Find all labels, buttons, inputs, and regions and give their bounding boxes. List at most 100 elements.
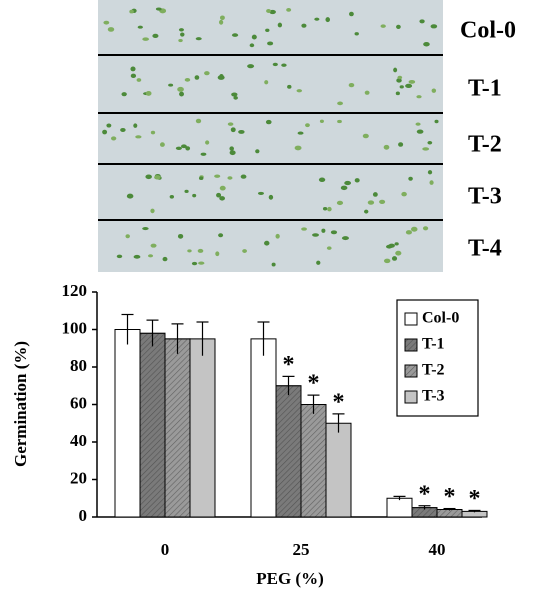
- seedling: [405, 83, 413, 89]
- photo-label: Col-0: [460, 18, 516, 44]
- seedling: [277, 22, 283, 28]
- seedling: [312, 233, 319, 237]
- seedling: [419, 19, 425, 24]
- seedling: [264, 80, 269, 85]
- seedling: [330, 230, 338, 235]
- seedling: [408, 176, 413, 181]
- seedling: [145, 90, 152, 96]
- seedling: [396, 78, 402, 83]
- bar: [325, 422, 352, 518]
- seedling: [195, 37, 202, 41]
- seedling: [354, 178, 360, 183]
- seedling: [257, 191, 264, 196]
- seedling: [240, 174, 247, 179]
- seedling: [395, 91, 400, 96]
- y-tick-label: 60: [70, 393, 87, 412]
- seedling: [322, 207, 328, 211]
- seedling: [267, 41, 274, 46]
- seedling: [150, 130, 156, 135]
- legend-label: Col-0: [422, 310, 459, 327]
- seedling: [337, 101, 343, 106]
- seedling: [340, 185, 348, 191]
- seedling: [195, 118, 202, 124]
- seedling: [349, 11, 354, 17]
- seedling: [231, 33, 239, 37]
- seedling: [238, 129, 245, 134]
- seedling: [227, 176, 233, 180]
- seedling: [422, 147, 430, 151]
- seedling: [200, 152, 207, 156]
- seedling: [116, 254, 123, 259]
- seedling: [326, 246, 332, 250]
- seedling: [110, 136, 117, 141]
- seedling: [364, 90, 370, 95]
- seedling: [265, 28, 270, 33]
- seedling: [286, 8, 292, 12]
- seedling: [227, 122, 234, 126]
- seedling: [179, 91, 184, 97]
- seedling: [130, 66, 136, 72]
- bar: [386, 497, 413, 518]
- seedling: [168, 83, 174, 87]
- seedling: [287, 84, 292, 89]
- seedling: [265, 119, 272, 125]
- x-tick-label: 25: [293, 540, 310, 559]
- seedling: [337, 119, 342, 124]
- seedling: [395, 250, 402, 256]
- seedling: [401, 191, 407, 197]
- seedling: [397, 75, 403, 80]
- y-axis-label: Germination (%): [11, 341, 30, 467]
- seedling: [318, 177, 326, 182]
- seedling: [266, 8, 271, 13]
- seedling: [388, 243, 395, 248]
- seedling: [191, 261, 198, 266]
- seedling: [216, 192, 222, 198]
- seedling: [150, 208, 155, 214]
- y-tick-label: 0: [79, 506, 88, 525]
- seedling: [427, 170, 433, 175]
- seedling: [135, 135, 142, 139]
- significance-marker: *: [469, 486, 481, 512]
- legend-hatch: [404, 338, 418, 352]
- seedling: [344, 180, 352, 186]
- seedling: [327, 206, 332, 212]
- legend-swatch: [404, 390, 418, 404]
- seedling: [231, 92, 238, 97]
- x-tick-label: 40: [429, 540, 446, 559]
- photo-label: T-4: [468, 236, 502, 262]
- seedling: [380, 24, 386, 28]
- seedling: [431, 88, 437, 93]
- x-tick-label: 0: [161, 540, 170, 559]
- seedling: [180, 32, 185, 37]
- seedlings: [102, 7, 439, 267]
- bar-hatch: [300, 404, 327, 518]
- seedling: [269, 9, 276, 15]
- seedling: [178, 39, 183, 43]
- seedling: [294, 145, 302, 151]
- legend-label: T-1: [422, 336, 445, 353]
- seedling: [133, 123, 138, 128]
- seedling: [230, 127, 236, 133]
- y-tick-label: 120: [62, 281, 88, 300]
- bar-hatch: [436, 509, 463, 518]
- photo-label: T-3: [468, 184, 502, 210]
- seedling: [130, 73, 137, 78]
- bar-hatch: [164, 338, 191, 518]
- seedling: [180, 144, 187, 149]
- seedling: [416, 129, 424, 134]
- seedling: [383, 258, 391, 264]
- seedling: [372, 192, 378, 197]
- seedling: [106, 123, 112, 128]
- seedling: [391, 256, 398, 261]
- seedling: [251, 34, 257, 40]
- seedling: [348, 83, 355, 88]
- seedling: [275, 233, 280, 239]
- significance-marker: *: [444, 484, 456, 510]
- legend-label: T-3: [422, 388, 445, 405]
- seedling: [341, 236, 349, 241]
- seedling: [205, 140, 210, 145]
- seedling: [415, 122, 421, 126]
- legend-label: T-2: [422, 362, 445, 379]
- seedling: [364, 209, 369, 214]
